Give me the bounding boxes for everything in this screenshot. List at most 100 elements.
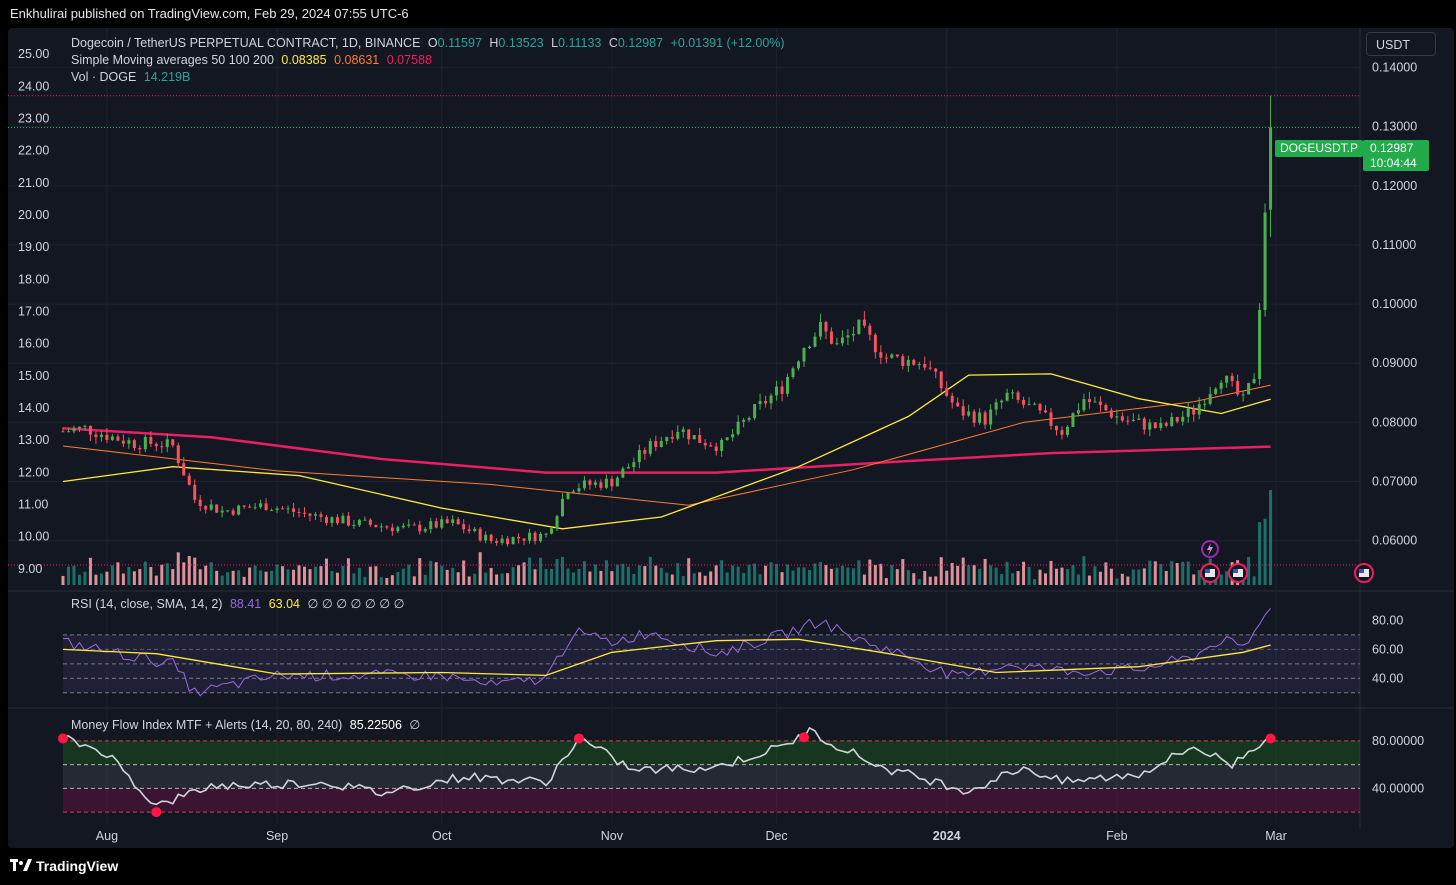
currency-button[interactable]: USDT (1366, 32, 1436, 56)
candle-body (127, 440, 131, 444)
candle-body (1197, 404, 1201, 415)
lightning-event-icon-glyph (1207, 543, 1213, 556)
volume-bar (346, 558, 350, 585)
volume-bar (434, 562, 438, 585)
candle-body (193, 484, 197, 500)
candle-body (923, 364, 927, 368)
candle-body (1120, 416, 1124, 421)
volume-bar (950, 563, 954, 585)
volume-bar (687, 558, 691, 585)
candle-body (1082, 399, 1086, 411)
candle-body (1225, 375, 1229, 383)
volume-bar (77, 574, 81, 585)
event-icons (1200, 540, 1374, 583)
volume-bar (1071, 565, 1075, 585)
symbol-legend[interactable]: Dogecoin / TetherUS PERPETUAL CONTRACT, … (71, 36, 789, 50)
rsi-tick-label: 60.00 (1372, 642, 1403, 656)
mfi-legend[interactable]: Money Flow Index MTF + Alerts (14, 20, 8… (71, 717, 424, 732)
candle-body (522, 538, 526, 541)
volume-bar (637, 565, 641, 585)
candle-body (533, 532, 537, 542)
mfi-alert-marker (573, 733, 584, 744)
chart-canvas[interactable]: 0.14000 0.13000 0.12000 0.11000 0.10000 0.090… (8, 28, 1454, 848)
candle-body (1203, 403, 1207, 405)
volume-bar (928, 576, 932, 585)
volume-bar (862, 574, 866, 585)
volume-bar (851, 568, 855, 585)
price-tick-label: 0.07000 (1372, 475, 1417, 489)
volume-bar (418, 558, 422, 585)
volume-bar (1142, 568, 1146, 585)
volume-bar (478, 552, 482, 585)
rsi-tick-label: 40.00 (1372, 671, 1403, 685)
symbol-title: Dogecoin / TetherUS PERPETUAL CONTRACT, … (71, 36, 421, 50)
candle-body (110, 436, 114, 440)
candle-body (94, 434, 98, 438)
price-tick-label: 0.12000 (1372, 179, 1417, 193)
sma50-value: 0.08385 (281, 53, 327, 67)
sma50-line (62, 373, 1271, 530)
candle-body (418, 524, 422, 532)
volume-bar (204, 565, 208, 585)
candle-body (500, 538, 504, 543)
rsi-legend[interactable]: RSI (14, close, SMA, 14, 2) 88.41 63.04 … (71, 596, 409, 611)
volume-bar (528, 557, 532, 585)
candle-body (143, 436, 147, 450)
volume-bar (324, 558, 328, 585)
candle-body (429, 521, 433, 530)
volume-bar (193, 557, 197, 585)
volume-bar (901, 559, 905, 585)
volume-bar (994, 567, 998, 585)
candle-body (204, 506, 208, 510)
candle-body (659, 441, 663, 447)
rsi-label: RSI (14, close, SMA, 14, 2) (71, 597, 223, 611)
candle-body (484, 534, 488, 541)
volume-bar (654, 565, 658, 585)
volume-bar (873, 564, 877, 585)
volume-bar (385, 577, 389, 585)
candle-body (736, 421, 740, 435)
candle-body (753, 404, 757, 419)
candle-body (363, 519, 367, 521)
volume-bar (121, 573, 125, 585)
tradingview-logo: TradingView (10, 858, 118, 874)
candle-body (797, 361, 801, 369)
candle-body (901, 356, 905, 366)
candle-body (132, 440, 136, 449)
volume-bar (1022, 561, 1026, 585)
candle-body (231, 510, 235, 515)
volume-bar (533, 569, 537, 585)
candle-body (906, 359, 910, 366)
candle-body (1109, 410, 1113, 418)
rsi-sma-line (62, 638, 1271, 677)
candle-body (1027, 404, 1031, 406)
high-label: H (489, 36, 499, 50)
indicator-bands (63, 634, 1360, 813)
rsi-line (62, 607, 1271, 697)
time-tick-label: Feb (1106, 829, 1128, 843)
axis-labels: 0.14000 0.13000 0.12000 0.11000 0.10000 0.090… (18, 47, 1424, 843)
candle-body (560, 498, 564, 517)
chart-panel[interactable]: 0.14000 0.13000 0.12000 0.11000 0.10000 0.090… (8, 28, 1454, 848)
volume-bar (1115, 578, 1119, 585)
bar-countdown: 10:04:44 (1370, 156, 1417, 170)
sma-legend[interactable]: Simple Moving averages 50 100 200 0.0838… (71, 53, 436, 67)
sma100-value: 0.08631 (334, 53, 380, 67)
candle-body (643, 450, 647, 454)
volume-bar (731, 565, 735, 585)
tradingview-wordmark: TradingView (36, 858, 119, 874)
volume-bar (182, 562, 186, 585)
volume-bar (330, 570, 334, 585)
volume-bar (209, 562, 213, 585)
candle-body (1175, 416, 1179, 422)
volume-bar (747, 564, 751, 585)
candle-body (654, 441, 658, 447)
volume-legend[interactable]: Vol · DOGE 14.219B (71, 70, 194, 84)
left-scale-tick-label: 11.00 (18, 498, 48, 512)
candle-body (346, 515, 350, 526)
volume-bar (884, 578, 888, 585)
volume-bar (1087, 575, 1091, 585)
candle-body (566, 492, 570, 499)
volume-bar (1131, 569, 1135, 585)
volume-bar (1175, 563, 1179, 585)
